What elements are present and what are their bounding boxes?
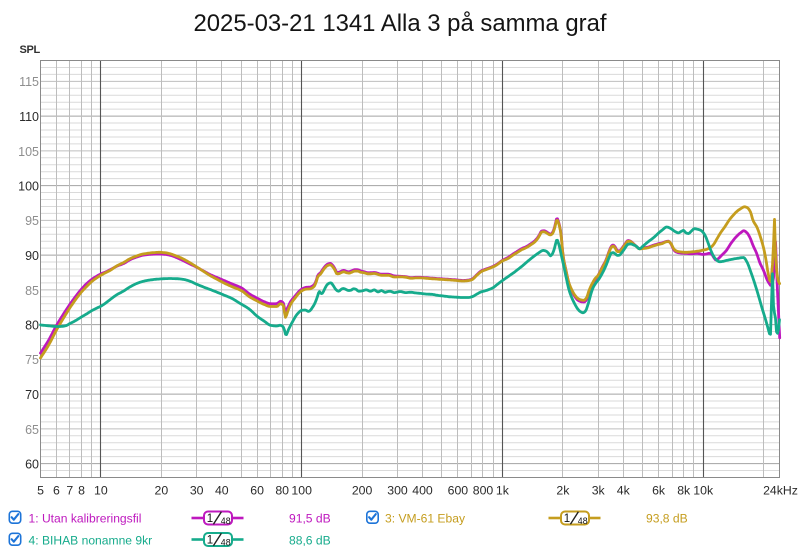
svg-text:60: 60 <box>250 484 264 498</box>
svg-text:7: 7 <box>66 484 73 498</box>
svg-text:85: 85 <box>25 284 39 298</box>
svg-text:200: 200 <box>352 484 373 498</box>
svg-text:30: 30 <box>190 484 204 498</box>
svg-text:2k: 2k <box>556 484 570 498</box>
svg-text:300: 300 <box>387 484 408 498</box>
svg-text:1: 1 <box>207 534 213 546</box>
svg-text:60: 60 <box>25 458 39 472</box>
svg-text:110: 110 <box>19 110 39 124</box>
svg-text:10k: 10k <box>693 484 714 498</box>
svg-text:SPL: SPL <box>20 44 41 56</box>
svg-text:20: 20 <box>155 484 169 498</box>
svg-text:8k: 8k <box>677 484 691 498</box>
svg-text:4: BIHAB nonamne 9kr: 4: BIHAB nonamne 9kr <box>29 533 153 547</box>
svg-text:3k: 3k <box>592 484 606 498</box>
svg-text:88,6 dB: 88,6 dB <box>289 533 331 547</box>
svg-text:48: 48 <box>578 516 588 526</box>
svg-text:1k: 1k <box>496 484 510 498</box>
svg-text:100: 100 <box>18 180 39 194</box>
svg-text:1: Utan kalibreringsfil: 1: Utan kalibreringsfil <box>29 511 142 525</box>
svg-text:115: 115 <box>19 75 39 89</box>
svg-text:2025-03-21 1341 Alla 3 på samm: 2025-03-21 1341 Alla 3 på samma graf <box>193 10 606 37</box>
svg-text:8: 8 <box>78 484 85 498</box>
svg-text:93,8 dB: 93,8 dB <box>646 511 688 525</box>
svg-text:105: 105 <box>18 145 39 159</box>
svg-text:40: 40 <box>215 484 229 498</box>
svg-text:75: 75 <box>25 353 39 367</box>
svg-text:1: 1 <box>207 513 213 525</box>
svg-text:5: 5 <box>37 484 44 498</box>
svg-text:600: 600 <box>448 484 469 498</box>
svg-text:48: 48 <box>221 516 231 526</box>
svg-text:1: 1 <box>564 513 570 525</box>
svg-text:24kHz: 24kHz <box>763 484 798 498</box>
svg-text:65: 65 <box>25 423 39 437</box>
svg-text:80: 80 <box>25 319 39 333</box>
svg-text:3: VM-61 Ebay: 3: VM-61 Ebay <box>385 511 466 525</box>
svg-text:90: 90 <box>25 249 39 263</box>
svg-text:4k: 4k <box>617 484 631 498</box>
svg-text:80: 80 <box>275 484 289 498</box>
svg-text:800: 800 <box>473 484 494 498</box>
svg-text:95: 95 <box>25 214 39 228</box>
svg-text:91,5 dB: 91,5 dB <box>289 511 331 525</box>
svg-text:70: 70 <box>25 388 39 402</box>
svg-text:6: 6 <box>53 484 60 498</box>
svg-text:48: 48 <box>221 538 231 548</box>
svg-text:400: 400 <box>412 484 433 498</box>
svg-text:10: 10 <box>94 484 108 498</box>
svg-text:6k: 6k <box>652 484 666 498</box>
svg-text:100: 100 <box>291 484 312 498</box>
